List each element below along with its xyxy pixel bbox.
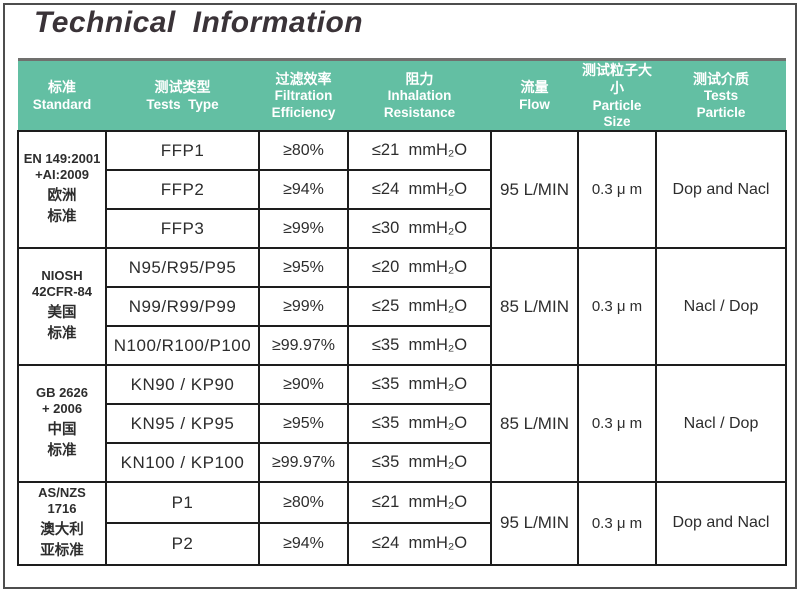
column-header-en: Filtration Efficiency: [271, 88, 336, 120]
column-header-cn: 过滤效率: [275, 71, 332, 88]
test-type-cell: N99/R99/P99: [105, 286, 260, 327]
test-particle-cell: Nacl / Dop: [655, 364, 787, 483]
flow-cell: 85 L/MIN: [490, 247, 579, 366]
resistance-cell: ≤30 mmH₂O: [347, 208, 492, 249]
resistance-cell: ≤21 mmH₂O: [347, 130, 492, 171]
test-type-cell: KN95 / KP95: [105, 403, 260, 444]
column-header-en: Tests Particle: [696, 88, 746, 120]
header-row: 标准 Standard 测试类型 Tests Type 过滤效率 Filtrat…: [18, 58, 786, 131]
technical-information-table: 标准 Standard 测试类型 Tests Type 过滤效率 Filtrat…: [17, 58, 787, 566]
table-row: FFP3 ≥99% ≤30 mmH₂O: [18, 208, 786, 249]
page-title: Technical Information: [34, 6, 364, 39]
test-type-cell: FFP1: [105, 130, 260, 171]
column-header-en: Particle Size: [592, 97, 642, 129]
resistance-cell: ≤24 mmH₂O: [347, 522, 492, 566]
standard-cell: EN 149:2001 +AI:2009 欧洲 标准: [17, 130, 107, 249]
table-row: KN100 / KP100 ≥99.97% ≤35 mmH₂O: [18, 442, 786, 483]
efficiency-cell: ≥99%: [258, 286, 349, 327]
standard-cell: GB 2626 + 2006 中国 标准: [17, 364, 107, 483]
test-particle-cell: Nacl / Dop: [655, 247, 787, 366]
column-header-cn: 流量: [520, 79, 549, 96]
particle-size-cell: 0.3 μ m: [577, 130, 657, 249]
test-type-cell: KN100 / KP100: [105, 442, 260, 483]
table-row: FFP2 ≥94% ≤24 mmH₂O: [18, 169, 786, 210]
resistance-cell: ≤35 mmH₂O: [347, 325, 492, 366]
table-row: EN 149:2001 +AI:2009 欧洲 标准 FFP1 ≥80% ≤21…: [17, 130, 787, 249]
resistance-cell: ≤24 mmH₂O: [347, 169, 492, 210]
flow-cell: 95 L/MIN: [490, 130, 579, 249]
standard-cell: NIOSH 42CFR-84 美国 标准: [17, 247, 107, 366]
resistance-cell: ≤21 mmH₂O: [347, 480, 492, 525]
test-particle-cell: Dop and Nacl: [655, 481, 787, 566]
column-header-en: Inhalation Resistance: [383, 88, 456, 120]
standard-code: AS/NZS 1716: [38, 485, 86, 517]
standard-cn: 中国 标准: [47, 421, 77, 459]
test-type-cell: N100/R100/P100: [105, 325, 260, 366]
efficiency-cell: ≥94%: [258, 169, 349, 210]
test-type-cell: P2: [105, 522, 260, 566]
table-row: N100/R100/P100 ≥99.97% ≤35 mmH₂O: [18, 325, 786, 366]
column-header-particle-size: 测试粒子大小 Particle Size: [578, 58, 656, 131]
standard-cn: 美国 标准: [47, 304, 77, 342]
resistance-cell: ≤25 mmH₂O: [347, 286, 492, 327]
efficiency-cell: ≥99.97%: [258, 325, 349, 366]
table-row: N99/R99/P99 ≥99% ≤25 mmH₂O: [18, 286, 786, 327]
test-type-cell: FFP3: [105, 208, 260, 249]
particle-size-cell: 0.3 μ m: [577, 364, 657, 483]
table-body: EN 149:2001 +AI:2009 欧洲 标准 FFP1 ≥80% ≤21…: [17, 130, 787, 566]
column-header-en: Tests Type: [146, 96, 219, 112]
test-particle-cell: Dop and Nacl: [655, 130, 787, 249]
efficiency-cell: ≥80%: [258, 130, 349, 171]
test-type-cell: P1: [105, 480, 260, 525]
test-type-cell: FFP2: [105, 169, 260, 210]
resistance-cell: ≤35 mmH₂O: [347, 403, 492, 444]
column-header-standard: 标准 Standard: [18, 58, 106, 131]
standard-cn: 澳大利 亚标准: [40, 521, 84, 559]
column-header-cn: 测试介质: [693, 71, 749, 88]
column-header-cn: 测试类型: [154, 79, 211, 96]
test-type-cell: N95/R95/P95: [105, 247, 260, 288]
column-header-flow: 流量 Flow: [491, 58, 578, 131]
column-header-en: Standard: [32, 96, 92, 112]
standard-cell: AS/NZS 1716 澳大利 亚标准: [17, 481, 107, 566]
resistance-cell: ≤20 mmH₂O: [347, 247, 492, 288]
column-header-en: Flow: [519, 96, 550, 112]
efficiency-cell: ≥95%: [258, 247, 349, 288]
table-row: NIOSH 42CFR-84 美国 标准 N95/R95/P95 ≥95% ≤2…: [17, 247, 787, 366]
standard-code: NIOSH 42CFR-84: [32, 268, 92, 300]
table-row: GB 2626 + 2006 中国 标准 KN90 / KP90 ≥90% ≤3…: [17, 364, 787, 483]
standard-code: EN 149:2001 +AI:2009: [23, 151, 101, 183]
column-header-filtration-efficiency: 过滤效率 Filtration Efficiency: [259, 58, 348, 131]
efficiency-cell: ≥94%: [258, 522, 349, 566]
column-header-inhalation-resistance: 阻力 Inhalation Resistance: [348, 58, 491, 131]
test-type-cell: KN90 / KP90: [105, 364, 260, 405]
resistance-cell: ≤35 mmH₂O: [347, 442, 492, 483]
particle-size-cell: 0.3 μ m: [577, 247, 657, 366]
resistance-cell: ≤35 mmH₂O: [347, 364, 492, 405]
efficiency-cell: ≥95%: [258, 403, 349, 444]
column-header-cn: 测试粒子大小: [582, 62, 652, 97]
efficiency-cell: ≥90%: [258, 364, 349, 405]
table-row: AS/NZS 1716 澳大利 亚标准 P1 ≥80% ≤21 mmH₂O 95…: [17, 480, 787, 566]
standard-code: GB 2626 + 2006: [35, 385, 89, 417]
particle-size-cell: 0.3 μ m: [577, 481, 657, 566]
flow-cell: 85 L/MIN: [490, 364, 579, 483]
column-header-tests-particle: 测试介质 Tests Particle: [656, 58, 786, 131]
table-row: KN95 / KP95 ≥95% ≤35 mmH₂O: [18, 403, 786, 444]
efficiency-cell: ≥80%: [258, 480, 349, 525]
standard-cn: 欧洲 标准: [47, 187, 77, 225]
table-row: P2 ≥94% ≤24 mmH₂O: [18, 522, 786, 566]
column-header-cn: 阻力: [405, 71, 434, 88]
flow-cell: 95 L/MIN: [490, 481, 579, 566]
efficiency-cell: ≥99.97%: [258, 442, 349, 483]
table-header: 标准 Standard 测试类型 Tests Type 过滤效率 Filtrat…: [18, 58, 786, 131]
column-header-cn: 标准: [48, 79, 76, 96]
column-header-tests-type: 测试类型 Tests Type: [106, 58, 259, 131]
efficiency-cell: ≥99%: [258, 208, 349, 249]
